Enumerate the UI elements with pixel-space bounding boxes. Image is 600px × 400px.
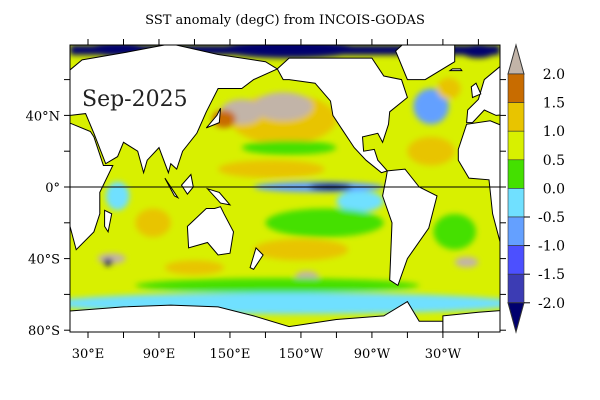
colorbar-segment: [507, 73, 525, 103]
x-tick-label: 30°E: [72, 347, 105, 362]
plot-frame: [69, 44, 501, 333]
land-masses: [24, 45, 600, 332]
anomaly-region-southern-ocean-orange: [164, 260, 225, 275]
colorbar-label: -0.5: [538, 210, 565, 226]
land-africa: [457, 120, 500, 244]
anomaly-region-south-pacific-green: [265, 208, 384, 238]
anomaly-region-south-atlantic-green: [433, 213, 477, 250]
colorbar-segment: [507, 216, 525, 246]
colorbar-label: 1.0: [543, 124, 565, 140]
chart-title: SST anomaly (degC) from INCOIS-GODAS: [145, 13, 425, 28]
colorbar-segment: [507, 159, 525, 189]
anomaly-region-north-atlantic-cool: [413, 88, 449, 125]
land-japan: [205, 107, 221, 129]
anomaly-region-north-atlantic-warm: [436, 77, 461, 100]
y-tick-label: 40°N: [26, 109, 60, 124]
x-tick-label: 150°E: [210, 347, 251, 362]
colorbar-segment: [507, 102, 525, 132]
land-north-america: [276, 57, 408, 174]
period-label: Sep-2025: [82, 87, 188, 112]
anomaly-field: [70, 45, 500, 315]
arctic-cold-band: [70, 45, 500, 55]
colorbar-label: 1.5: [543, 96, 565, 112]
y-tick-label: 80°S: [28, 324, 60, 339]
land-new-zealand: [249, 246, 264, 270]
colorbar-segment: [507, 273, 525, 304]
colorbar-segment: [507, 245, 525, 275]
land-south-america: [382, 168, 438, 287]
colorbar-label: -2.0: [538, 296, 565, 312]
anomaly-region-indian-ocean-warm: [135, 208, 171, 238]
land-africa: [70, 122, 114, 251]
x-tick-label: 150°W: [279, 347, 324, 362]
colorbar-segment: [507, 188, 525, 218]
x-tick-label: 90°W: [354, 347, 391, 362]
colorbar-label: 0.0: [543, 181, 565, 197]
x-tick-label: 30°W: [425, 347, 462, 362]
colorbar-label: 0.5: [543, 153, 565, 169]
anomaly-region-south-atlantic-hot: [454, 256, 479, 268]
land-uk: [470, 82, 482, 99]
colorbar: 2.0 1.5 1.0 0.5 0.0 -0.5 -1.0 -1.5 -2.0: [507, 43, 565, 334]
y-tick-label: 40°S: [28, 253, 60, 268]
land-eurasia: [70, 45, 279, 175]
land-eurasia: [466, 65, 500, 124]
land-iceland: [448, 68, 463, 72]
colorbar-label: -1.5: [538, 267, 565, 283]
anomaly-region-ne-pacific-marine-heatwave: [253, 92, 313, 121]
land-iceland: [24, 69, 36, 71]
land-new-guinea: [205, 187, 232, 206]
land-antarctica: [442, 310, 500, 332]
plot-area: [24, 45, 600, 332]
anomaly-region-tropical-atlantic-orange: [407, 136, 455, 166]
anomaly-region-indian-ocean-west-cool: [105, 181, 130, 211]
land-madagascar: [104, 209, 113, 234]
colorbar-label: -1.0: [538, 239, 565, 255]
land-australia: [186, 206, 235, 256]
colorbar-label: 2.0: [543, 67, 565, 83]
land-madagascar: [530, 210, 537, 232]
axes: 30°E 90°E 150°E 150°W 90°W 30°W 40°N 0° 40°S 80°S: [26, 39, 506, 362]
anomaly-region-south-pacific-orange: [253, 238, 349, 261]
land-uk: [45, 83, 55, 97]
colorbar-lower-triangle: [507, 302, 525, 334]
anomaly-region-southern-ocean-green: [135, 278, 420, 293]
anomaly-region-subtropical-pacific-green: [241, 140, 337, 155]
anomaly-region-southern-indian-cold: [103, 258, 113, 266]
x-tick-label: 90°E: [143, 347, 176, 362]
y-tick-label: 0°: [45, 181, 60, 196]
land-antarctica: [70, 300, 444, 332]
colorbar-segment: [507, 130, 525, 161]
colorbar-upper-triangle: [507, 43, 525, 75]
anomaly-region-tropical-pacific-orange: [218, 160, 325, 179]
land-sumatra: [591, 178, 600, 198]
anomaly-region-east-pacific-cool: [336, 190, 384, 213]
land-greenland: [395, 45, 456, 81]
